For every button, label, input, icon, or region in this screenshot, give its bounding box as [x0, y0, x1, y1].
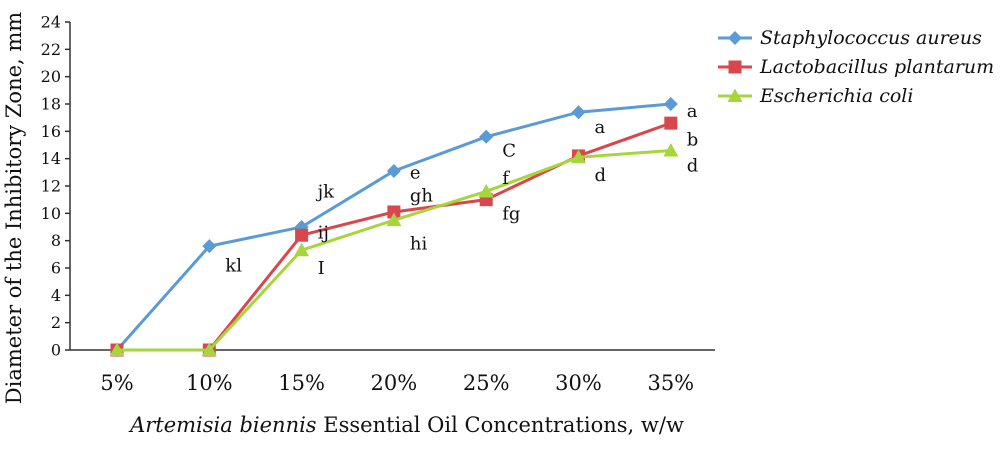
x-axis-title: Artemisia biennis Essential Oil Concentr…	[128, 413, 684, 437]
data-point	[202, 239, 217, 254]
series-layer	[109, 97, 679, 357]
significance-label: kl	[225, 255, 242, 276]
series-1	[110, 116, 678, 357]
y-tick-label: 24	[41, 13, 61, 32]
data-point	[571, 149, 586, 164]
x-tick-label: 15%	[278, 371, 325, 395]
data-point	[294, 242, 310, 257]
legend-marker	[728, 60, 742, 74]
significance-label: fg	[502, 203, 520, 224]
x-tick-label: 10%	[186, 371, 233, 395]
legend-label: Staphylococcus aureus	[760, 27, 982, 49]
data-point	[478, 183, 494, 198]
data-point	[386, 163, 401, 178]
y-tick-label: 0	[51, 341, 61, 360]
y-tick-label: 18	[41, 95, 61, 114]
y-tick-label: 8	[51, 231, 61, 250]
y-tick-label: 12	[41, 177, 61, 196]
legend-marker	[727, 88, 743, 102]
series-line	[117, 148, 671, 352]
significance-label: d	[687, 156, 699, 177]
x-axis: 5% 10% 15% 20% 25% 30% 35%	[70, 349, 715, 395]
significance-label: jk	[316, 181, 336, 202]
significance-label: ij	[318, 222, 329, 243]
data-point	[295, 228, 309, 242]
significance-label: a	[687, 101, 698, 122]
legend-label: Escherichia coli	[759, 85, 913, 107]
y-tick-label: 6	[51, 259, 61, 278]
data-point	[571, 105, 586, 120]
x-axis-title-italic: Artemisia biennis	[128, 413, 317, 437]
y-tick-label: 16	[41, 122, 61, 141]
data-point	[664, 116, 678, 130]
data-point	[663, 142, 679, 157]
data-point	[387, 205, 401, 219]
significance-label: d	[595, 165, 607, 186]
x-tick-label: 25%	[463, 371, 510, 395]
x-tick-label: 35%	[647, 371, 694, 395]
data-point	[663, 97, 678, 111]
y-tick-label: 14	[41, 149, 61, 168]
significance-label: e	[410, 162, 421, 183]
y-tick-label: 20	[41, 67, 61, 86]
y-tick-label: 2	[51, 313, 61, 332]
significance-label: a	[595, 117, 606, 138]
legend-marker	[728, 31, 742, 45]
significance-label: I	[318, 258, 325, 279]
y-axis-title: Diameter of the Inhibitory Zone, mm	[2, 12, 26, 404]
y-tick-label: 10	[41, 204, 61, 223]
y-tick-label: 22	[41, 40, 61, 59]
x-tick-label: 30%	[555, 371, 602, 395]
y-tick-label: 4	[51, 286, 61, 305]
significance-label: gh	[410, 186, 434, 207]
series-line	[115, 102, 671, 351]
significance-label: C	[502, 140, 516, 161]
legend-item: Escherichia coli	[718, 85, 913, 107]
significance-label: hi	[410, 233, 428, 254]
x-tick-label: 5%	[100, 371, 133, 395]
legend-item: Lactobacillus plantarum	[718, 56, 994, 78]
significance-label: b	[687, 130, 699, 151]
data-point	[109, 342, 125, 356]
data-point	[386, 212, 402, 227]
data-point	[479, 129, 494, 144]
legend-label: Lactobacillus plantarum	[759, 56, 994, 78]
legend: Staphylococcus aureus Lactobacillus plant…	[718, 27, 994, 107]
data-point	[201, 342, 217, 356]
series-2	[109, 142, 679, 356]
x-tick-label: 20%	[371, 371, 418, 395]
significance-label: f	[502, 168, 510, 189]
legend-item: Staphylococcus aureus	[718, 27, 982, 49]
series-0	[110, 97, 678, 357]
x-axis-title-rest: Essential Oil Concentrations, w/w	[317, 413, 684, 437]
